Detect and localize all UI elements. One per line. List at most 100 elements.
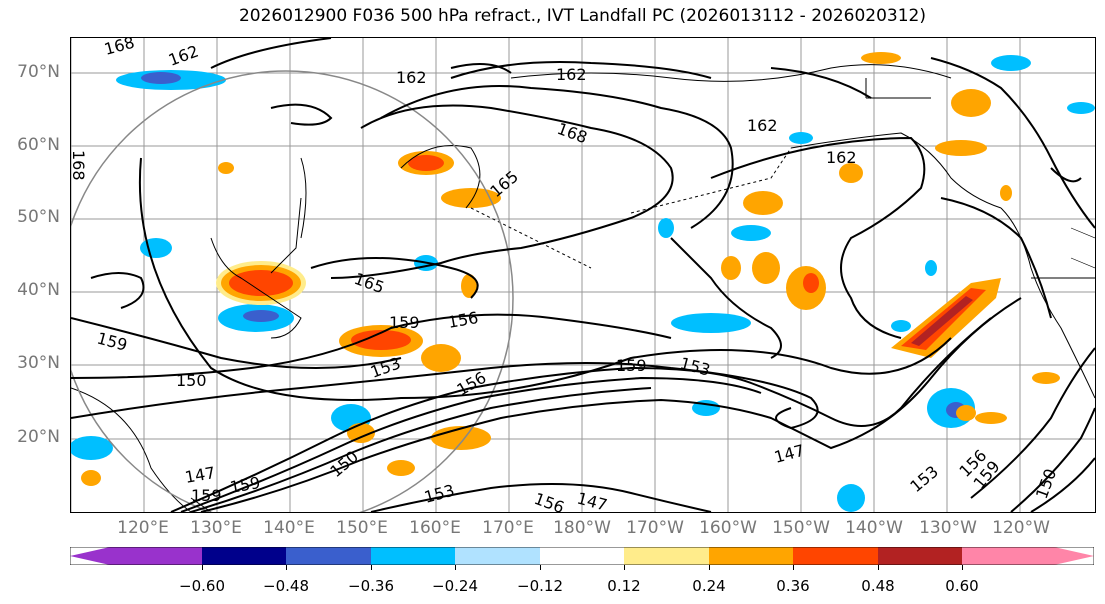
shade-blob [461,274,477,298]
lon-label: 170°W [626,518,684,538]
shade-blob [441,188,501,208]
contour-line [940,197,1052,319]
contour-label: 153 [678,354,712,380]
contour-line [1010,407,1095,512]
lat-label: 50°N [17,207,60,227]
colorbar-tick-label: 0.48 [861,577,895,595]
contour-line [450,61,712,79]
shade-blob [721,256,741,280]
contour-line [330,104,674,279]
colorbar-tick-label: 0.60 [945,577,979,595]
lon-label: 120°W [992,518,1050,538]
contour-line [930,57,1095,229]
colorbar-segment [286,547,371,565]
colorbar-segment [70,547,202,565]
contour-line [380,85,734,229]
shade-blob [243,310,279,322]
range-circle [71,70,514,512]
shade-blob [752,252,780,284]
contour-line [970,347,1095,499]
shade-blob [351,330,411,350]
contour-line [190,387,652,512]
shade-blob [421,344,461,372]
colorbar-segment [202,547,286,565]
shade-blob [925,260,937,276]
lat-label: 70°N [17,62,60,82]
lat-label: 60°N [17,135,60,155]
contour-line [90,272,145,309]
shade-blob [229,270,293,296]
lon-label: 140°W [845,518,903,538]
shade-blob [789,132,813,144]
colorbar-segments [70,547,1094,565]
shade-blob [911,296,973,346]
contour-line [770,67,872,99]
contour-label: 162 [396,68,427,87]
coastline-kamchatka [400,145,481,209]
coastline-sakhalin [300,157,307,239]
contour-label: 168 [102,38,136,59]
contour-line [180,376,762,512]
shade-blob [743,191,783,215]
figure-title: 2026012900 F036 500 hPa refract., IVT La… [238,6,926,26]
contour-label: 162 [166,41,201,69]
colorbar-tick-mark [286,565,287,570]
contour-label: 162 [747,116,778,135]
colorbar-tick-mark [455,565,456,570]
shade-blob [837,484,865,512]
contour-label: 147 [183,463,216,487]
shade-blob [387,460,415,476]
colorbar-segment [624,547,709,565]
lat-label: 20°N [17,427,60,447]
colorbar-tick-mark [540,565,541,570]
colorbar [70,547,1094,565]
height-contours [71,38,1095,512]
shade-blob [891,320,911,332]
shade-blob [1000,185,1012,201]
contour-line [71,362,819,430]
lon-label: 180°W [553,518,611,538]
contour-label: 159 [616,356,647,375]
lon-label: 170°E [482,518,534,538]
contour-label: 150 [326,447,362,481]
shade-blob [951,89,991,117]
borders-provinces [1070,227,1095,269]
colorbar-tick-label: −0.12 [517,577,563,595]
colorbar-tick-mark [962,565,963,570]
contour-line [210,38,332,69]
colorbar-tick-mark [202,565,203,570]
colorbar-tick-label: 0.24 [692,577,726,595]
aleutians-west [470,207,592,269]
contour-line [370,483,712,512]
colorbar-tick-label: −0.60 [179,577,225,595]
lon-label: 130°E [190,518,242,538]
shade-blob [140,238,172,258]
shade-blob [141,72,181,84]
colorbar-tick-label: 0.12 [607,577,641,595]
colorbar-tick-label: −0.48 [263,577,309,595]
contour-label: 159 [191,486,222,505]
colorbar-tick-mark [709,565,710,570]
lon-label: 150°W [772,518,830,538]
contour-label: 153 [906,462,942,496]
shade-blob [935,140,987,156]
contour-line [710,136,926,339]
colorbar-segment [371,547,455,565]
colorbar-tick-mark [371,565,372,570]
colorbar-segment [540,547,624,565]
contour-line [450,63,512,74]
positive-shading [81,52,1060,486]
colorbar-tick-label: −0.24 [432,577,478,595]
lon-label: 160°W [699,518,757,538]
lon-label: 120°E [117,518,169,538]
contour-label: 153 [422,481,456,507]
map-panel: 168 162 162 162 168 162 162 165 165 159 … [70,37,1096,513]
lon-label: 140°E [263,518,315,538]
shade-blob [731,225,771,241]
contour-label: 156 [446,308,479,332]
colorbar-tick-label: −0.36 [348,577,394,595]
colorbar-segment [455,547,540,565]
contour-label: 159 [389,313,420,332]
contour-line [170,317,992,512]
shade-blob [671,313,751,333]
